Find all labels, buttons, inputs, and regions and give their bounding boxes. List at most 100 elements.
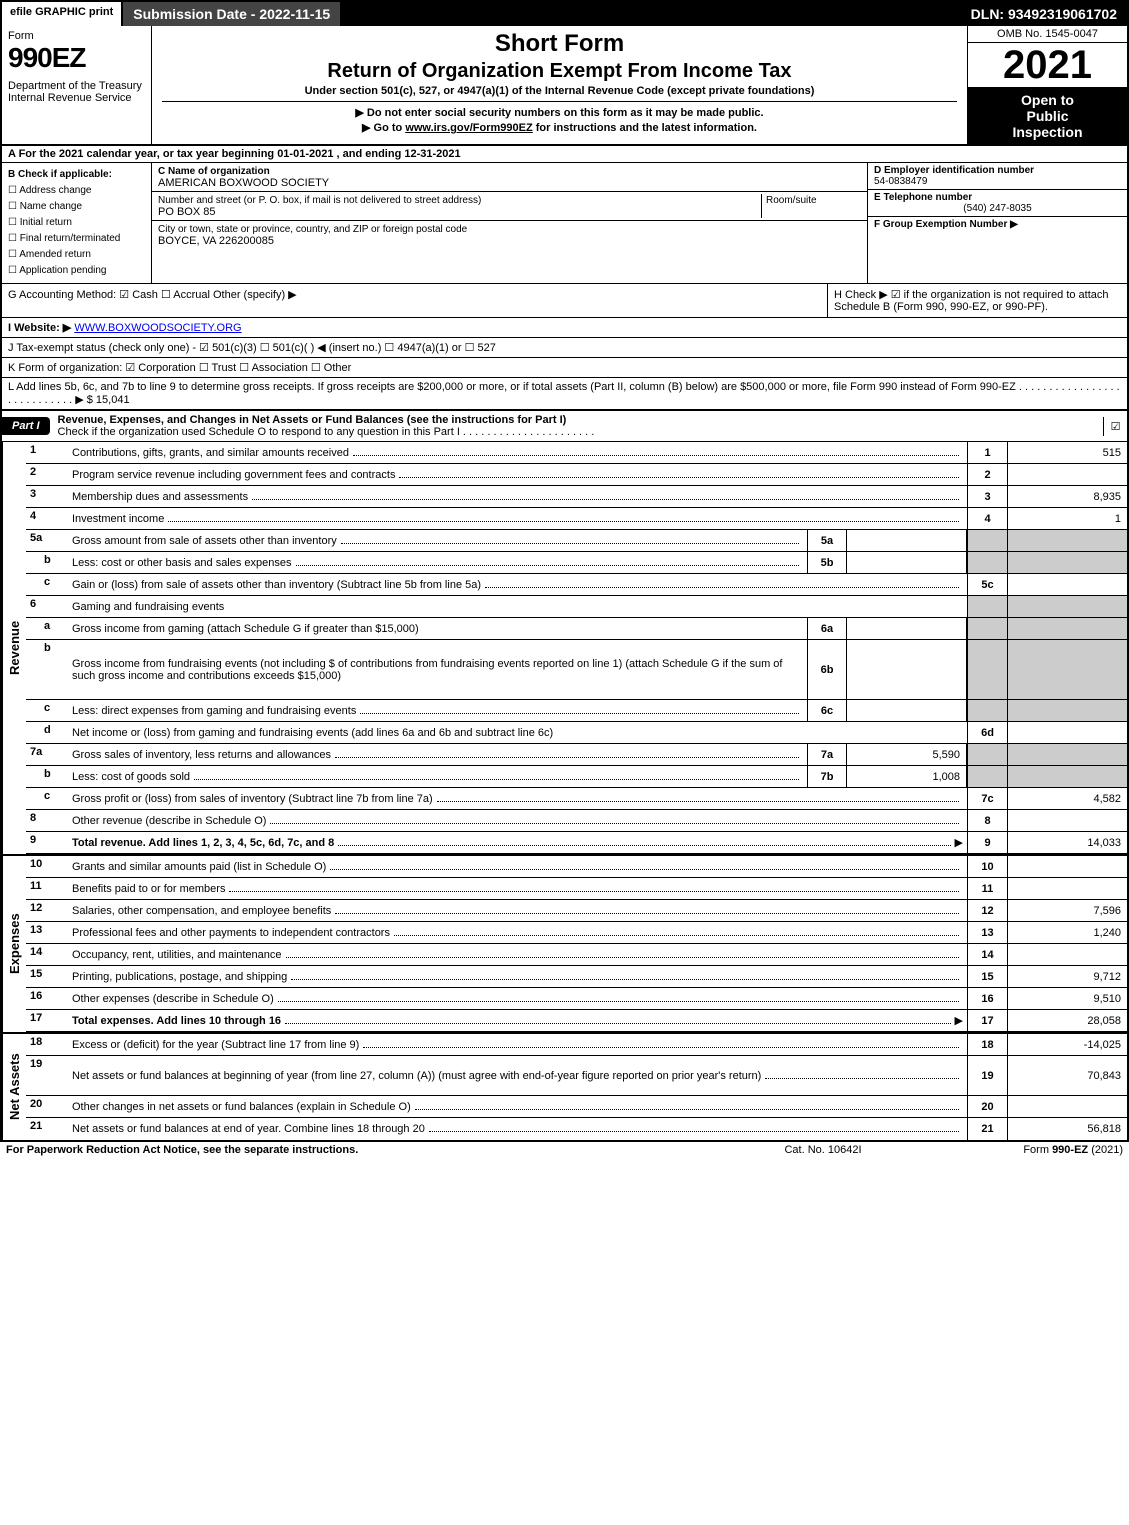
chk-name-change[interactable]: Name change [8, 199, 145, 215]
line-4-desc: Investment income [72, 513, 164, 525]
line-20-rval [1007, 1096, 1127, 1117]
line-4-rval: 1 [1007, 508, 1127, 529]
line-6b: b Gross income from fundraising events (… [26, 640, 1127, 700]
expenses-vlabel: Expenses [2, 856, 26, 1032]
line-6a-mid: 6a [807, 618, 847, 639]
line-17-desc: Total expenses. Add lines 10 through 16 [72, 1015, 281, 1027]
line-6b-rnum-shade [967, 640, 1007, 699]
col-d-e-f: D Employer identification number 54-0838… [867, 163, 1127, 283]
part-i-checkbox[interactable]: ☑ [1103, 417, 1127, 436]
line-2-rval [1007, 464, 1127, 485]
line-8-desc: Other revenue (describe in Schedule O) [72, 815, 266, 827]
box-d-ein: D Employer identification number 54-0838… [868, 163, 1127, 190]
line-12-rnum: 12 [967, 900, 1007, 921]
line-7b-mid: 7b [807, 766, 847, 787]
line-11: 11 Benefits paid to or for members 11 [26, 878, 1127, 900]
line-18-rval: -14,025 [1007, 1034, 1127, 1055]
line-7b-rval-shade [1007, 766, 1127, 787]
line-20-rnum: 20 [967, 1096, 1007, 1117]
line-5c-desc: Gain or (loss) from sale of assets other… [72, 579, 481, 591]
line-7a-desc: Gross sales of inventory, less returns a… [72, 749, 331, 761]
line-8-rval [1007, 810, 1127, 831]
line-3-rnum: 3 [967, 486, 1007, 507]
line-10: 10 Grants and similar amounts paid (list… [26, 856, 1127, 878]
line-15-rval: 9,712 [1007, 966, 1127, 987]
part-i-title-text: Revenue, Expenses, and Changes in Net As… [58, 414, 567, 426]
open-line3: Inspection [970, 124, 1125, 140]
phone-value: (540) 247-8035 [874, 203, 1121, 214]
line-7c-rnum: 7c [967, 788, 1007, 809]
line-9-rnum: 9 [967, 832, 1007, 853]
line-6c-midval [847, 700, 967, 721]
line-15-rnum: 15 [967, 966, 1007, 987]
line-11-rnum: 11 [967, 878, 1007, 899]
line-6d-desc: Net income or (loss) from gaming and fun… [72, 727, 553, 739]
line-8: 8 Other revenue (describe in Schedule O)… [26, 810, 1127, 832]
netassets-vlabel: Net Assets [2, 1034, 26, 1140]
website-link[interactable]: WWW.BOXWOODSOCIETY.ORG [74, 322, 241, 334]
street-label: Number and street (or P. O. box, if mail… [158, 195, 481, 206]
line-5a-rval-shade [1007, 530, 1127, 551]
block-b-c-d: B Check if applicable: Address change Na… [2, 163, 1127, 284]
room-label: Room/suite [766, 195, 817, 206]
row-g-accounting: G Accounting Method: ☑ Cash ☐ Accrual Ot… [2, 284, 827, 317]
line-1-desc: Contributions, gifts, grants, and simila… [72, 447, 349, 459]
chk-amended-return[interactable]: Amended return [8, 247, 145, 263]
line-10-desc: Grants and similar amounts paid (list in… [72, 861, 326, 873]
line-7a-midval: 5,590 [847, 744, 967, 765]
line-6a-rnum-shade [967, 618, 1007, 639]
website-url: WWW.BOXWOODSOCIETY.ORG [74, 322, 241, 334]
row-i-website: I Website: ▶ WWW.BOXWOODSOCIETY.ORG [2, 318, 1127, 338]
irs-link[interactable]: www.irs.gov/Form990EZ [405, 122, 532, 134]
line-6b-mid: 6b [807, 640, 847, 699]
line-19: 19 Net assets or fund balances at beginn… [26, 1056, 1127, 1096]
topbar-spacer [340, 2, 960, 26]
line-7b-desc: Less: cost of goods sold [72, 771, 190, 783]
line-18-rnum: 18 [967, 1034, 1007, 1055]
line-4: 4 Investment income 4 1 [26, 508, 1127, 530]
line-5a-mid: 5a [807, 530, 847, 551]
line-20: 20 Other changes in net assets or fund b… [26, 1096, 1127, 1118]
line-1-rval: 515 [1007, 442, 1127, 463]
line-14-desc: Occupancy, rent, utilities, and maintena… [72, 949, 282, 961]
line-7a-rnum-shade [967, 744, 1007, 765]
line-3-desc: Membership dues and assessments [72, 491, 248, 503]
form-label: Form [8, 30, 145, 42]
chk-final-return[interactable]: Final return/terminated [8, 231, 145, 247]
line-18: 18 Excess or (deficit) for the year (Sub… [26, 1034, 1127, 1056]
line-14: 14 Occupancy, rent, utilities, and maint… [26, 944, 1127, 966]
chk-initial-return[interactable]: Initial return [8, 215, 145, 231]
col-b-title: B Check if applicable: [8, 167, 145, 183]
line-21-desc: Net assets or fund balances at end of ye… [72, 1123, 425, 1135]
efile-graphic-print[interactable]: efile GRAPHIC print [2, 2, 123, 26]
line-5b-midval [847, 552, 967, 573]
footer-center: Cat. No. 10642I [723, 1144, 923, 1156]
chk-application-pending[interactable]: Application pending [8, 263, 145, 279]
line-6: 6 Gaming and fundraising events [26, 596, 1127, 618]
line-6c-rval-shade [1007, 700, 1127, 721]
line-6d-rval [1007, 722, 1127, 743]
chk-address-change[interactable]: Address change [8, 183, 145, 199]
expenses-section: Expenses 10 Grants and similar amounts p… [2, 854, 1127, 1032]
header-left: Form 990EZ Department of the Treasury In… [2, 26, 152, 144]
line-6b-desc: Gross income from fundraising events (no… [72, 658, 803, 682]
ein-label: D Employer identification number [874, 165, 1034, 176]
goto-text-2: for instructions and the latest informat… [536, 122, 757, 134]
line-18-desc: Excess or (deficit) for the year (Subtra… [72, 1039, 359, 1051]
dln-number: DLN: 93492319061702 [961, 2, 1127, 26]
phone-label: E Telephone number [874, 192, 972, 203]
line-2: 2 Program service revenue including gove… [26, 464, 1127, 486]
line-6-rval-shade [1007, 596, 1127, 617]
line-21: 21 Net assets or fund balances at end of… [26, 1118, 1127, 1140]
line-7a-rval-shade [1007, 744, 1127, 765]
row-g-h: G Accounting Method: ☑ Cash ☐ Accrual Ot… [2, 284, 1127, 318]
line-5b-rnum-shade [967, 552, 1007, 573]
line-14-rval [1007, 944, 1127, 965]
open-line1: Open to [970, 92, 1125, 108]
line-10-rnum: 10 [967, 856, 1007, 877]
line-13: 13 Professional fees and other payments … [26, 922, 1127, 944]
footer-right: Form 990-EZ (2021) [923, 1144, 1123, 1156]
line-16-rval: 9,510 [1007, 988, 1127, 1009]
line-21-rnum: 21 [967, 1118, 1007, 1140]
line-6b-rval-shade [1007, 640, 1127, 699]
